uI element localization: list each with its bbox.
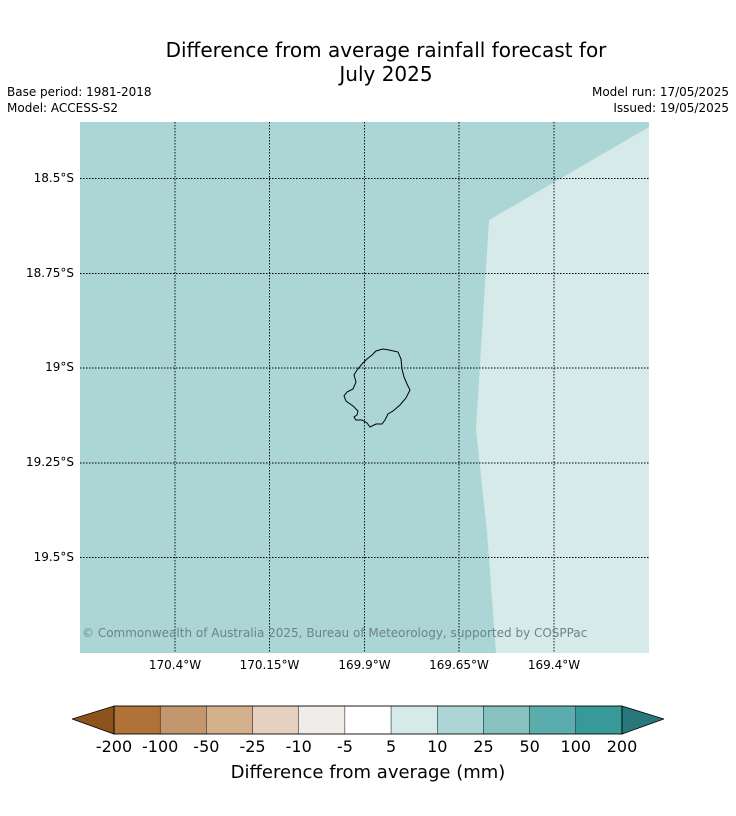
longitude-label: 170.15°W [239, 658, 300, 672]
colorbar-swatch [437, 705, 484, 735]
map-canvas [80, 122, 649, 653]
colorbar-frame [113, 705, 623, 735]
longitude-label: 169.9°W [338, 658, 391, 672]
colorbar-tick-label: -50 [193, 737, 220, 756]
longitude-label: 170.4°W [148, 658, 202, 672]
model-info: Base period: 1981-2018 Model: ACCESS-S2 [7, 84, 152, 116]
colorbar-tick-label: 5 [385, 737, 397, 756]
colorbar-swatch [575, 705, 623, 735]
colorbar-tick-label: 100 [560, 737, 592, 756]
latitude-label: 18.5°S [33, 171, 74, 185]
title-line-2: July 2025 [339, 62, 433, 86]
colorbar-tick-label: 200 [606, 737, 638, 756]
model-name: Model: ACCESS-S2 [7, 101, 119, 115]
longitude-label: 169.4°W [527, 658, 581, 672]
latitude-label: 19.5°S [33, 550, 74, 564]
colorbar-tick-label: -100 [142, 737, 179, 756]
issued-date: Issued: 19/05/2025 [613, 101, 729, 115]
colorbar-swatch [206, 705, 253, 735]
forecast-map: © Commonwealth of Australia 2025, Bureau… [80, 122, 649, 653]
colorbar-swatch [483, 705, 530, 735]
colorbar [72, 705, 664, 735]
island-coastline [343, 348, 411, 428]
colorbar-swatch [344, 705, 392, 735]
colorbar-tick-label: -25 [239, 737, 266, 756]
longitude-label: 169.65°W [429, 658, 489, 672]
colorbar-swatch [252, 705, 299, 735]
colorbar-swatch [529, 705, 577, 735]
latitude-label: 18.75°S [26, 266, 74, 280]
latitude-label: 19°S [45, 360, 74, 374]
colorbar-tick-label: 10 [427, 737, 448, 756]
colorbar-high-extend [621, 705, 664, 735]
graticule [80, 122, 649, 653]
colorbar-tick-label: 50 [519, 737, 540, 756]
region-5-to-10 [476, 127, 649, 653]
colorbar-swatch [298, 705, 346, 735]
map-title: Difference from average rainfall forecas… [0, 38, 736, 86]
colorbar-tick-label: -10 [285, 737, 312, 756]
colorbar-tick-label: -5 [336, 737, 353, 756]
copyright-notice: © Commonwealth of Australia 2025, Bureau… [82, 626, 588, 640]
colorbar-tick-label: 25 [473, 737, 494, 756]
colorbar-swatch [159, 705, 207, 735]
colorbar-title: Difference from average (mm) [230, 762, 506, 783]
colorbar-swatch [390, 705, 438, 735]
base-period: Base period: 1981-2018 [7, 85, 152, 99]
colorbar-swatch [113, 705, 161, 735]
colorbar-tick-label: -200 [95, 737, 133, 756]
model-run: Model run: 17/05/2025 [591, 85, 729, 99]
colorbar-low-extend [72, 705, 115, 735]
run-info: Model run: 17/05/2025 Issued: 19/05/2025 [592, 84, 729, 116]
latitude-label: 19.25°S [26, 455, 74, 469]
title-line-1: Difference from average rainfall forecas… [165, 38, 607, 62]
